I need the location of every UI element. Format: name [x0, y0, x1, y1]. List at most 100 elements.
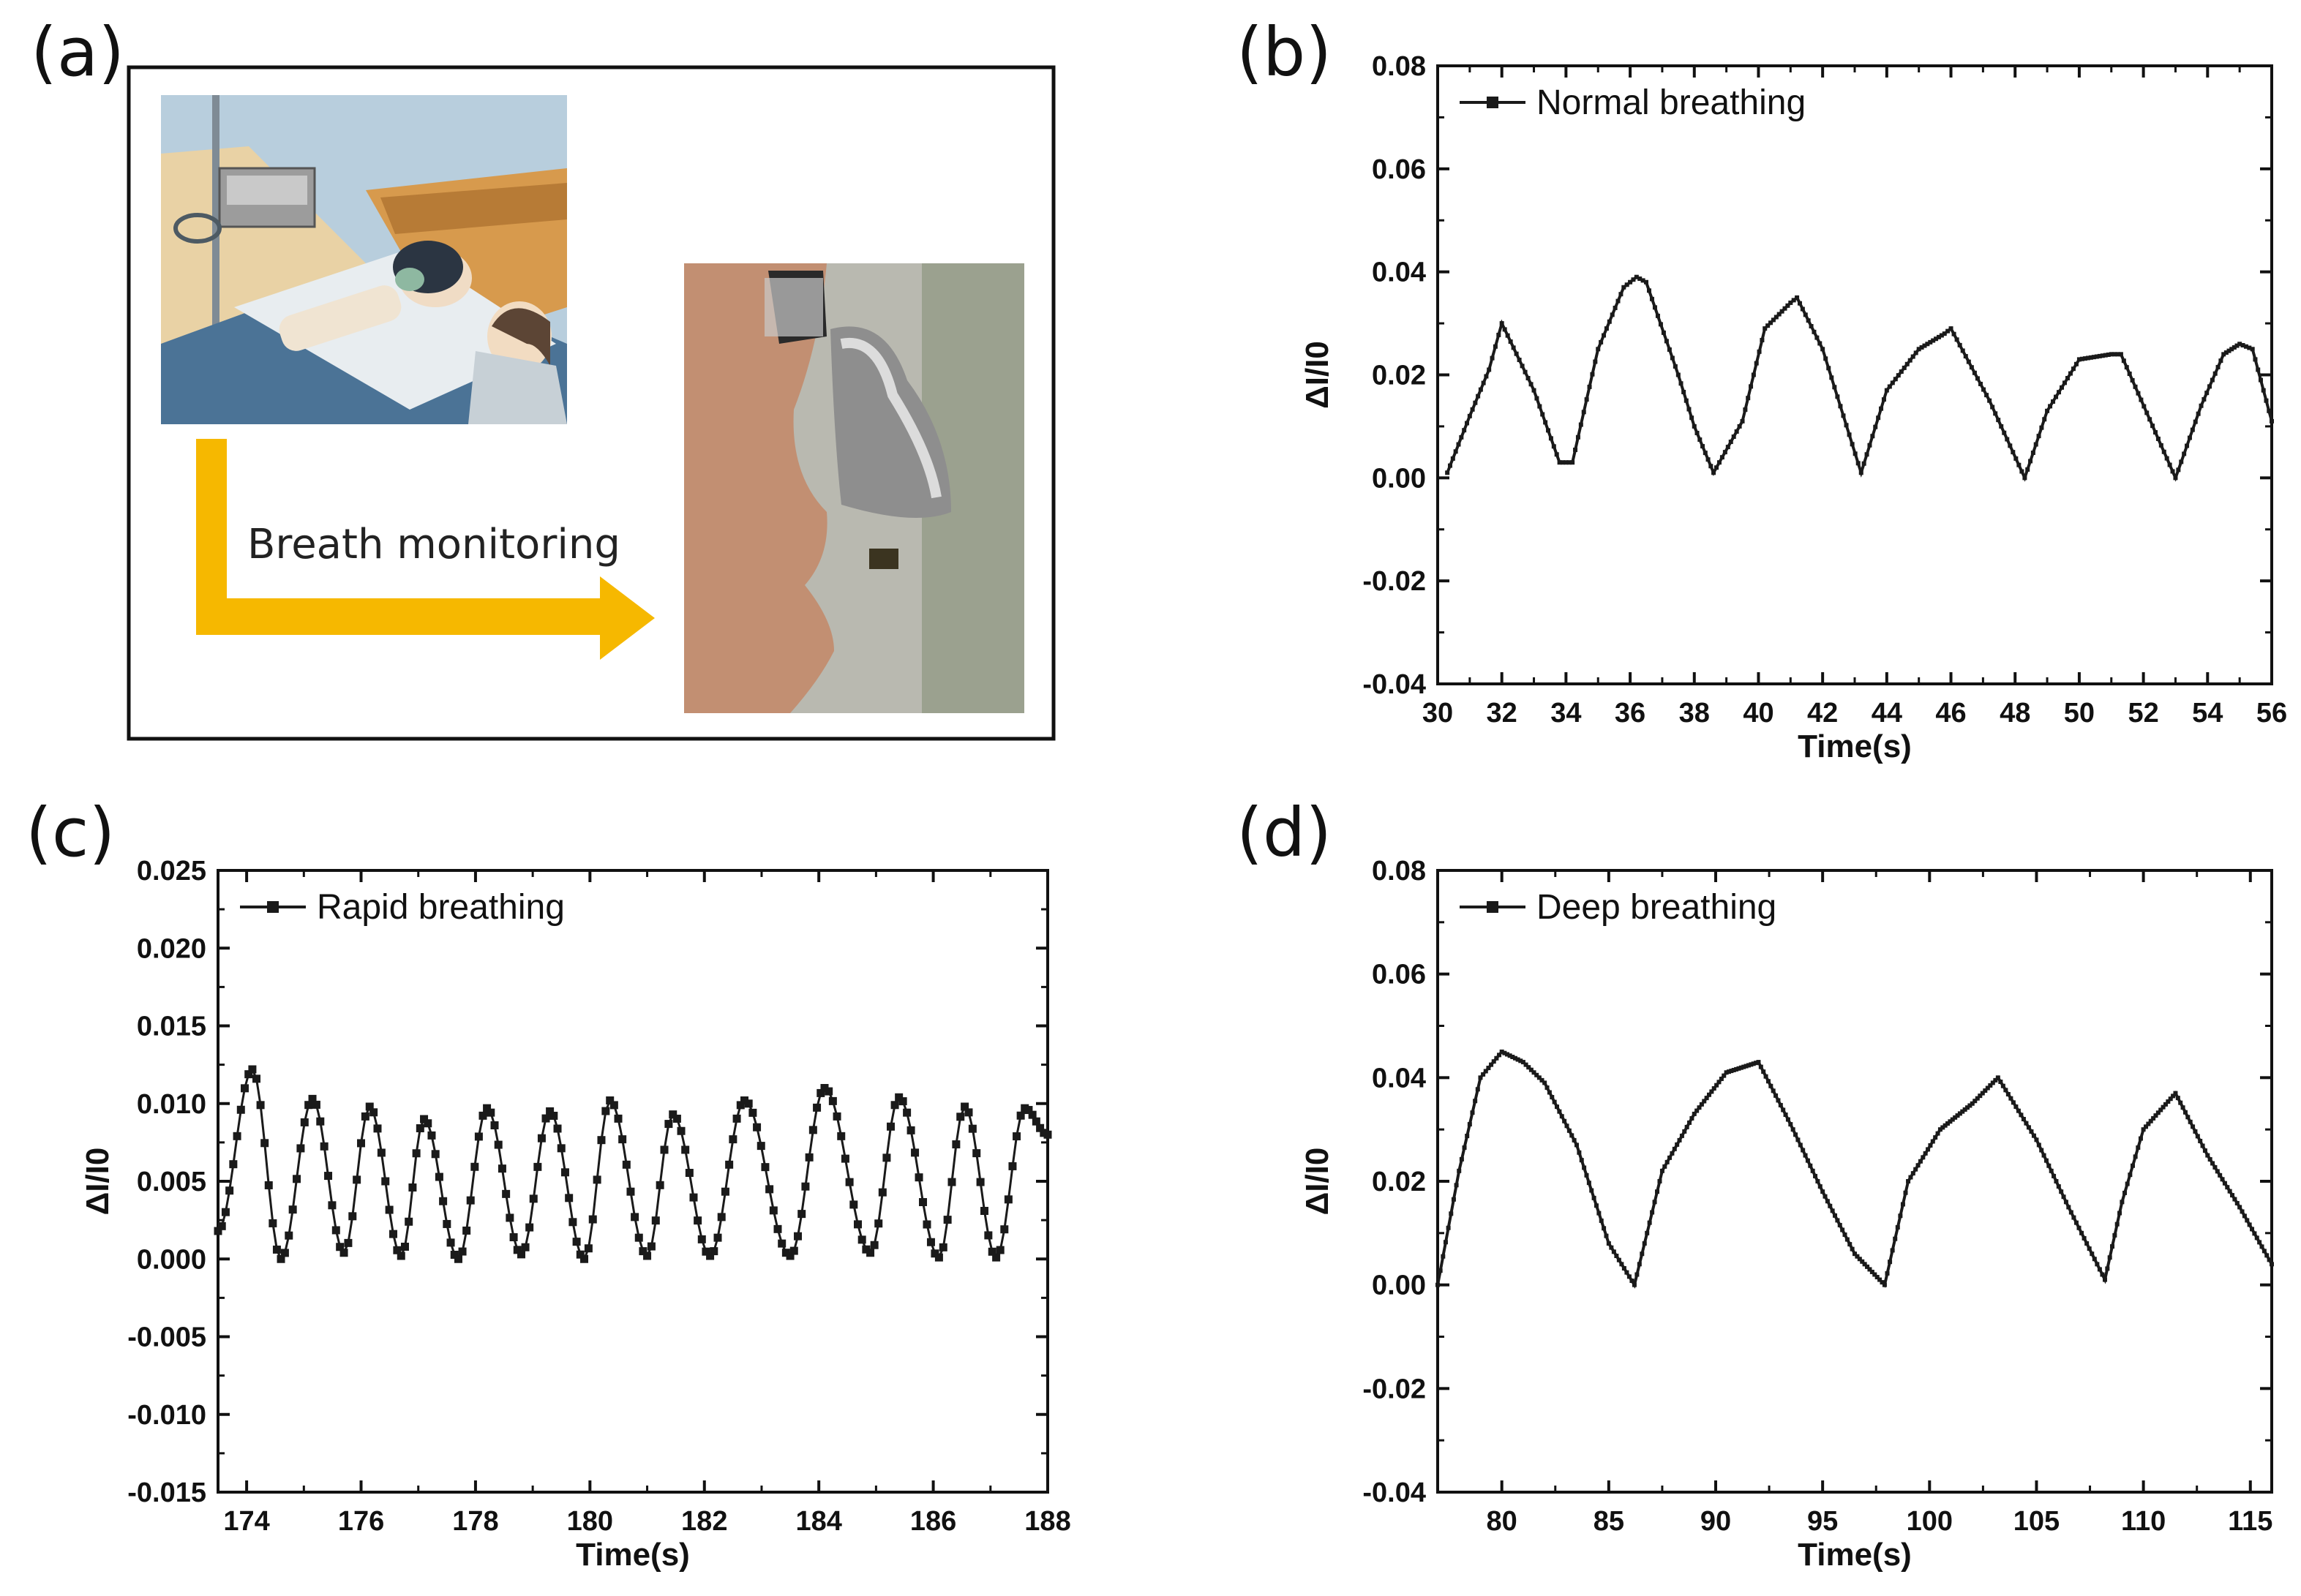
data-point [1771, 1088, 1776, 1094]
data-point [1454, 1183, 1459, 1188]
data-point [1520, 1060, 1525, 1065]
data-point [1621, 1266, 1626, 1271]
data-point [1542, 1080, 1547, 1085]
data-point [1655, 1189, 1660, 1194]
data-point [509, 1233, 518, 1242]
legend: Normal breathing [1460, 83, 1806, 122]
data-point [2170, 469, 2175, 474]
y-tick-label: 0.08 [1372, 51, 1426, 82]
data-point [1823, 1194, 1828, 1199]
breath-monitoring-arrow [196, 439, 655, 660]
data-point [1539, 1077, 1544, 1083]
data-point [1963, 354, 1968, 359]
data-point [1948, 1119, 1953, 1124]
data-point [1570, 460, 1575, 465]
panel-b-label: (b) [1236, 13, 1332, 91]
data-point [976, 1178, 985, 1186]
data-point [1505, 333, 1510, 338]
data-point [729, 1135, 737, 1144]
data-point [1931, 338, 1936, 343]
data-point [866, 1249, 875, 1257]
data-point [1828, 1203, 1833, 1208]
data-point [1783, 1113, 1788, 1118]
data-point [1716, 1080, 1722, 1085]
series-line [1436, 1050, 2273, 1289]
data-point [1670, 1151, 1675, 1156]
data-point [651, 1216, 660, 1225]
data-point [2122, 1190, 2128, 1195]
data-point [498, 1164, 506, 1173]
data-point [660, 1145, 669, 1154]
data-point [947, 1178, 956, 1186]
panel-d-label: (d) [1236, 794, 1332, 872]
data-point [2045, 408, 2050, 413]
x-tick-label: 52 [2128, 698, 2158, 729]
data-point [2049, 1168, 2054, 1173]
data-point [1650, 1210, 1655, 1215]
y-tick-label: -0.005 [127, 1322, 206, 1353]
data-point [412, 1149, 421, 1158]
data-point [427, 1131, 436, 1140]
data-point [2068, 1210, 2073, 1215]
data-point [533, 1162, 542, 1171]
data-point [1682, 1129, 1687, 1134]
data-point [1743, 407, 1748, 413]
data-point [1508, 339, 1513, 345]
data-point [906, 1126, 915, 1134]
x-tick-label: 30 [1422, 698, 1453, 729]
data-point [1763, 326, 1768, 331]
data-point [664, 1120, 673, 1129]
data-point [312, 1100, 320, 1109]
data-point [1596, 1211, 1602, 1216]
data-point [296, 1144, 305, 1153]
data-point [2005, 437, 2010, 442]
data-point [1942, 331, 1947, 336]
data-point [1497, 1053, 1502, 1058]
data-point [1939, 333, 1944, 338]
data-point [470, 1162, 479, 1171]
data-point [2158, 443, 2163, 448]
data-point [2198, 1138, 2203, 1143]
data-point [2060, 385, 2065, 390]
data-point [1835, 1218, 1840, 1223]
data-point [2127, 372, 2132, 377]
data-point [240, 1084, 249, 1093]
data-point [1645, 1230, 1650, 1235]
data-point [2121, 358, 2126, 364]
data-point [1606, 1241, 1611, 1246]
data-point [2261, 1249, 2267, 1254]
data-point [2179, 459, 2184, 464]
data-point [1776, 1098, 1781, 1103]
data-point [549, 1111, 558, 1120]
data-point [1697, 1105, 1702, 1110]
data-point [685, 1169, 694, 1178]
data-point [1478, 1075, 1483, 1080]
data-point [2079, 1230, 2084, 1235]
data-point [1624, 1270, 1629, 1275]
data-point [1817, 341, 1823, 346]
data-point [1761, 1069, 1766, 1074]
data-point [1457, 1168, 1462, 1173]
data-point [285, 1231, 293, 1240]
data-point [2063, 1200, 2068, 1205]
data-point [1903, 1190, 1908, 1195]
data-point [2250, 1227, 2255, 1232]
data-point [980, 1207, 988, 1216]
data-point [2026, 1125, 2031, 1130]
data-point [2231, 345, 2237, 350]
data-point [597, 1136, 606, 1145]
data-point [2168, 1096, 2173, 1102]
series-markers [1445, 274, 2274, 481]
x-tick-label: 182 [681, 1506, 727, 1537]
data-point [2039, 1148, 2044, 1153]
data-point [2085, 355, 2090, 361]
data-point [1857, 1257, 1862, 1262]
data-point [2185, 1115, 2191, 1120]
data-point [1860, 1259, 1865, 1264]
data-point [393, 1246, 402, 1254]
data-point [1808, 1163, 1813, 1168]
data-point [1655, 313, 1660, 318]
y-tick-label: 0.06 [1372, 960, 1426, 990]
data-point [1884, 388, 1889, 393]
data-point [1502, 1050, 1507, 1055]
